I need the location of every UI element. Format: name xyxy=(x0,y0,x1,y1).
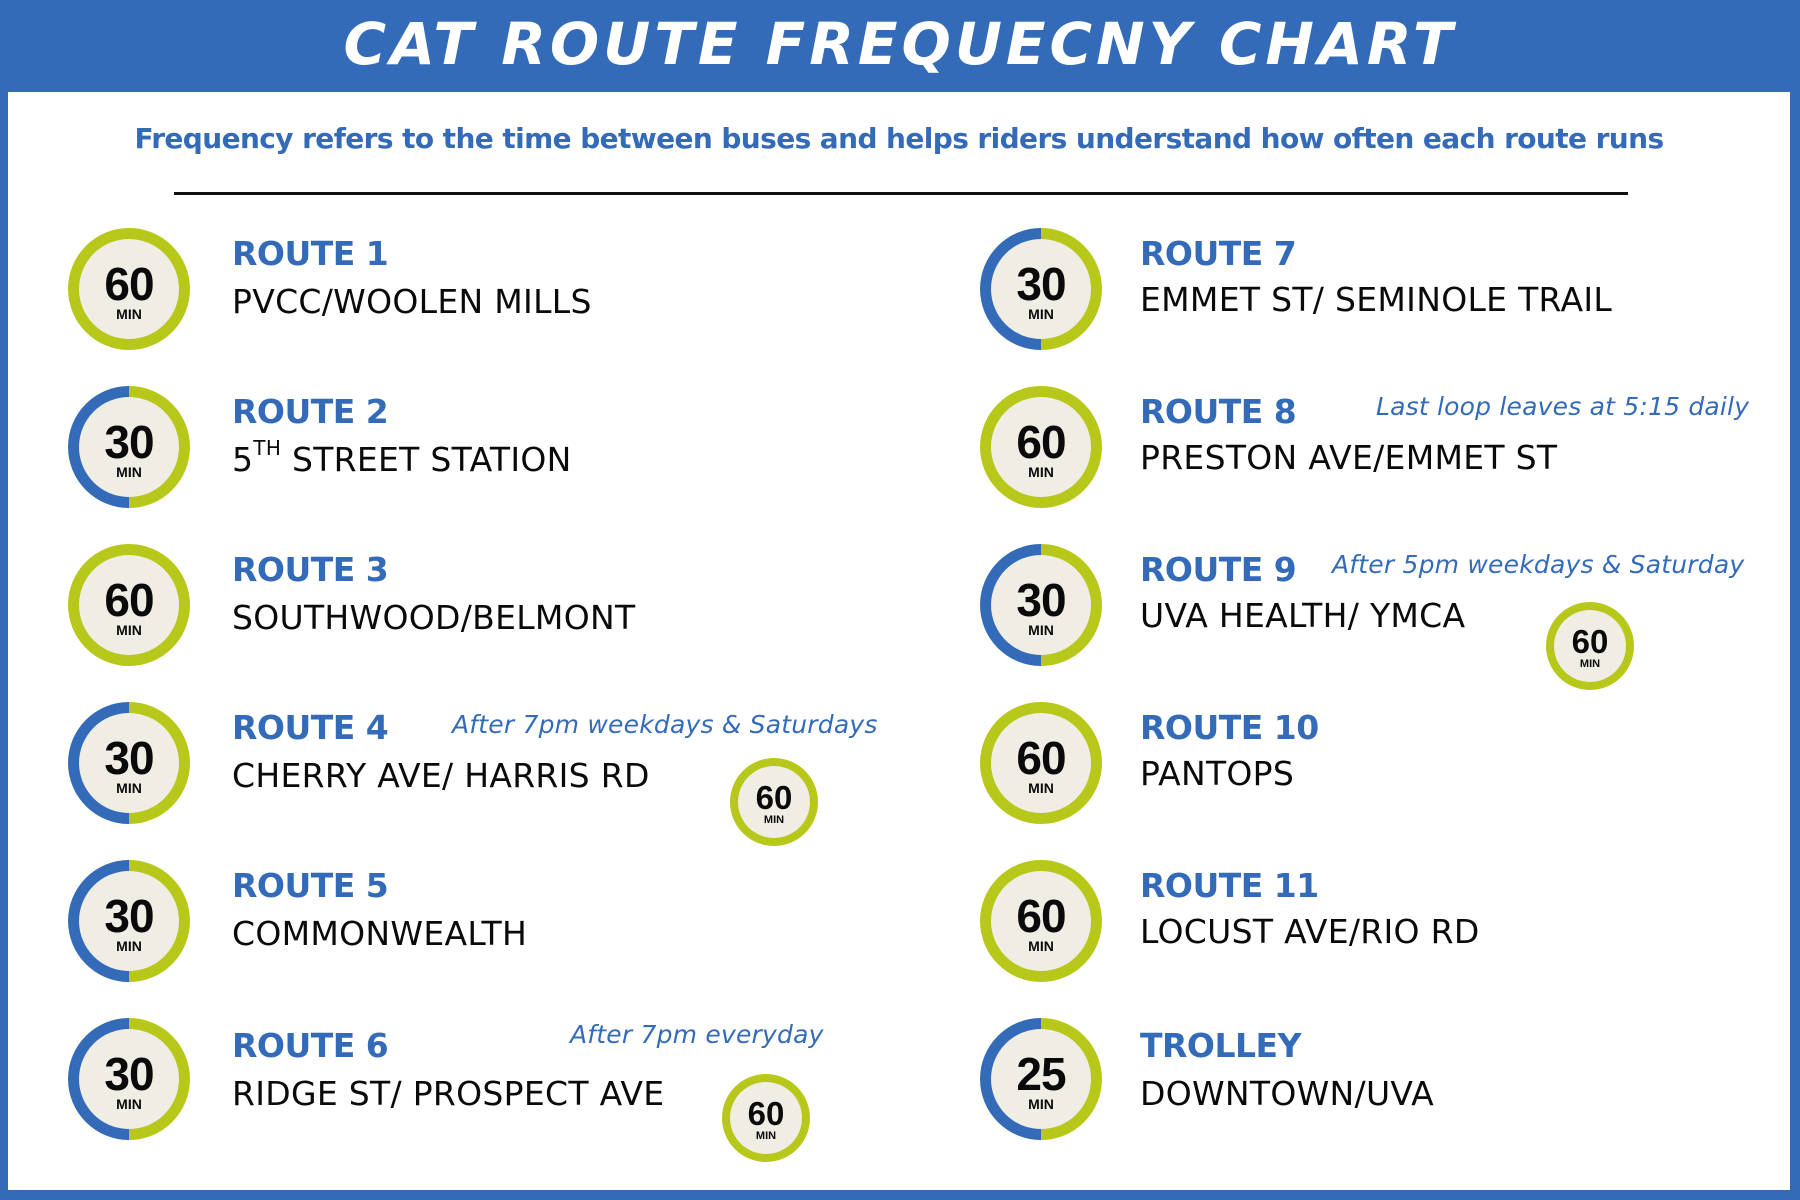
schedule-note: After 7pm weekdays & Saturdays xyxy=(452,710,878,739)
frequency-badge: 60 MIN xyxy=(980,386,1102,508)
schedule-note: Last loop leaves at 5:15 daily xyxy=(1376,392,1750,421)
frequency-value: 60 xyxy=(104,574,154,626)
route-name: ROUTE 3 xyxy=(232,550,389,589)
route-card-trolley: 25 MIN TROLLEY DOWNTOWN/UVA xyxy=(980,1018,1780,1148)
frequency-unit: MIN xyxy=(1028,622,1054,638)
route-card-1: 60 MIN ROUTE 1 PVCC/WOOLEN MILLS xyxy=(68,228,868,358)
route-name: ROUTE 10 xyxy=(1140,708,1319,747)
frequency-value: 30 xyxy=(104,1048,154,1100)
frequency-value: 30 xyxy=(104,732,154,784)
frequency-unit: MIN xyxy=(116,938,142,954)
divider xyxy=(174,192,1628,195)
frequency-unit: MIN xyxy=(116,780,142,796)
route-name: ROUTE 5 xyxy=(232,866,389,905)
frequency-value: 30 xyxy=(104,416,154,468)
frequency-value: 60 xyxy=(1016,416,1066,468)
frequency-unit: MIN xyxy=(1028,306,1054,322)
frequency-value: 60 xyxy=(104,258,154,310)
route-card-7: 30 MIN ROUTE 7 EMMET ST/ SEMINOLE TRAIL xyxy=(980,228,1780,358)
frequency-badge: 25 MIN xyxy=(980,1018,1102,1140)
content-panel: Frequency refers to the time between bus… xyxy=(8,92,1790,1190)
frequency-badge: 60 MIN xyxy=(68,544,190,666)
alt-frequency-unit: MIN xyxy=(755,1130,777,1142)
frequency-value: 30 xyxy=(1016,574,1066,626)
route-name: TROLLEY xyxy=(1140,1026,1301,1065)
alt-frequency-unit: MIN xyxy=(763,814,785,826)
route-description: RIDGE ST/ PROSPECT AVE xyxy=(232,1074,665,1113)
route-description: UVA HEALTH/ YMCA xyxy=(1140,596,1466,635)
frequency-badge: 30 MIN xyxy=(980,228,1102,350)
schedule-note: After 5pm weekdays & Saturday xyxy=(1332,550,1745,579)
route-name: ROUTE 7 xyxy=(1140,234,1297,273)
route-card-6: 30 MIN ROUTE 6 After 7pm everyday RIDGE S… xyxy=(68,1018,928,1162)
route-name: ROUTE 2 xyxy=(232,392,389,431)
route-description: PVCC/WOOLEN MILLS xyxy=(232,282,592,321)
route-description: DOWNTOWN/UVA xyxy=(1140,1074,1435,1113)
alt-frequency-badge: 60 MIN xyxy=(730,758,818,846)
alt-frequency-value: 60 xyxy=(747,1095,785,1132)
route-card-10: 60 MIN ROUTE 10 PANTOPS xyxy=(980,702,1780,832)
schedule-note: After 7pm everyday xyxy=(570,1020,824,1049)
alt-frequency-value: 60 xyxy=(1571,623,1609,660)
route-description: PRESTON AVE/EMMET ST xyxy=(1140,438,1558,477)
route-card-4: 30 MIN ROUTE 4 After 7pm weekdays & Satur… xyxy=(68,702,928,846)
frequency-badge: 60 MIN xyxy=(980,702,1102,824)
frequency-badge: 60 MIN xyxy=(68,228,190,350)
alt-frequency-badge: 60 MIN xyxy=(722,1074,810,1162)
route-description: SOUTHWOOD/BELMONT xyxy=(232,598,636,637)
frequency-unit: MIN xyxy=(116,306,142,322)
frequency-badge: 30 MIN xyxy=(68,1018,190,1140)
frequency-value: 30 xyxy=(1016,258,1066,310)
frequency-badge: 30 MIN xyxy=(68,702,190,824)
route-description: LOCUST AVE/RIO RD xyxy=(1140,912,1480,951)
header-bar: CAT ROUTE FREQUECNY CHART xyxy=(0,0,1800,92)
route-name: ROUTE 1 xyxy=(232,234,389,273)
frequency-unit: MIN xyxy=(1028,464,1054,480)
frequency-unit: MIN xyxy=(1028,780,1054,796)
frequency-value: 60 xyxy=(1016,732,1066,784)
route-card-9: 30 MIN ROUTE 9 After 5pm weekdays & Satur… xyxy=(980,544,1790,690)
frequency-value: 30 xyxy=(104,890,154,942)
frequency-unit: MIN xyxy=(116,1096,142,1112)
alt-frequency-unit: MIN xyxy=(1579,658,1601,670)
frequency-value: 60 xyxy=(1016,890,1066,942)
page-title: CAT ROUTE FREQUECNY CHART xyxy=(343,10,1457,78)
frequency-value: 25 xyxy=(1016,1048,1066,1100)
alt-frequency-value: 60 xyxy=(755,779,793,816)
route-description: COMMONWEALTH xyxy=(232,914,528,953)
route-card-11: 60 MIN ROUTE 11 LOCUST AVE/RIO RD xyxy=(980,860,1780,990)
route-description: PANTOPS xyxy=(1140,754,1295,793)
route-name: ROUTE 11 xyxy=(1140,866,1319,905)
route-card-2: 30 MIN ROUTE 2 5TH STREET STATION xyxy=(68,386,868,516)
frequency-unit: MIN xyxy=(116,622,142,638)
frequency-unit: MIN xyxy=(1028,938,1054,954)
route-description: CHERRY AVE/ HARRIS RD xyxy=(232,756,650,795)
route-name: ROUTE 6 xyxy=(232,1026,389,1065)
route-card-8: 60 MIN ROUTE 8 Last loop leaves at 5:15 d… xyxy=(980,386,1790,516)
route-description: 5TH STREET STATION xyxy=(232,436,572,479)
frequency-badge: 60 MIN xyxy=(980,860,1102,982)
alt-frequency-badge: 60 MIN xyxy=(1546,602,1634,690)
frequency-badge: 30 MIN xyxy=(68,860,190,982)
frequency-badge: 30 MIN xyxy=(68,386,190,508)
route-card-5: 30 MIN ROUTE 5 COMMONWEALTH xyxy=(68,860,868,990)
route-description: EMMET ST/ SEMINOLE TRAIL xyxy=(1140,280,1613,319)
route-card-3: 60 MIN ROUTE 3 SOUTHWOOD/BELMONT xyxy=(68,544,868,674)
route-name: ROUTE 8 xyxy=(1140,392,1297,431)
subtitle: Frequency refers to the time between bus… xyxy=(134,122,1664,155)
route-name: ROUTE 4 xyxy=(232,708,389,747)
route-name: ROUTE 9 xyxy=(1140,550,1297,589)
frequency-unit: MIN xyxy=(116,464,142,480)
frequency-badge: 30 MIN xyxy=(980,544,1102,666)
frequency-unit: MIN xyxy=(1028,1096,1054,1112)
